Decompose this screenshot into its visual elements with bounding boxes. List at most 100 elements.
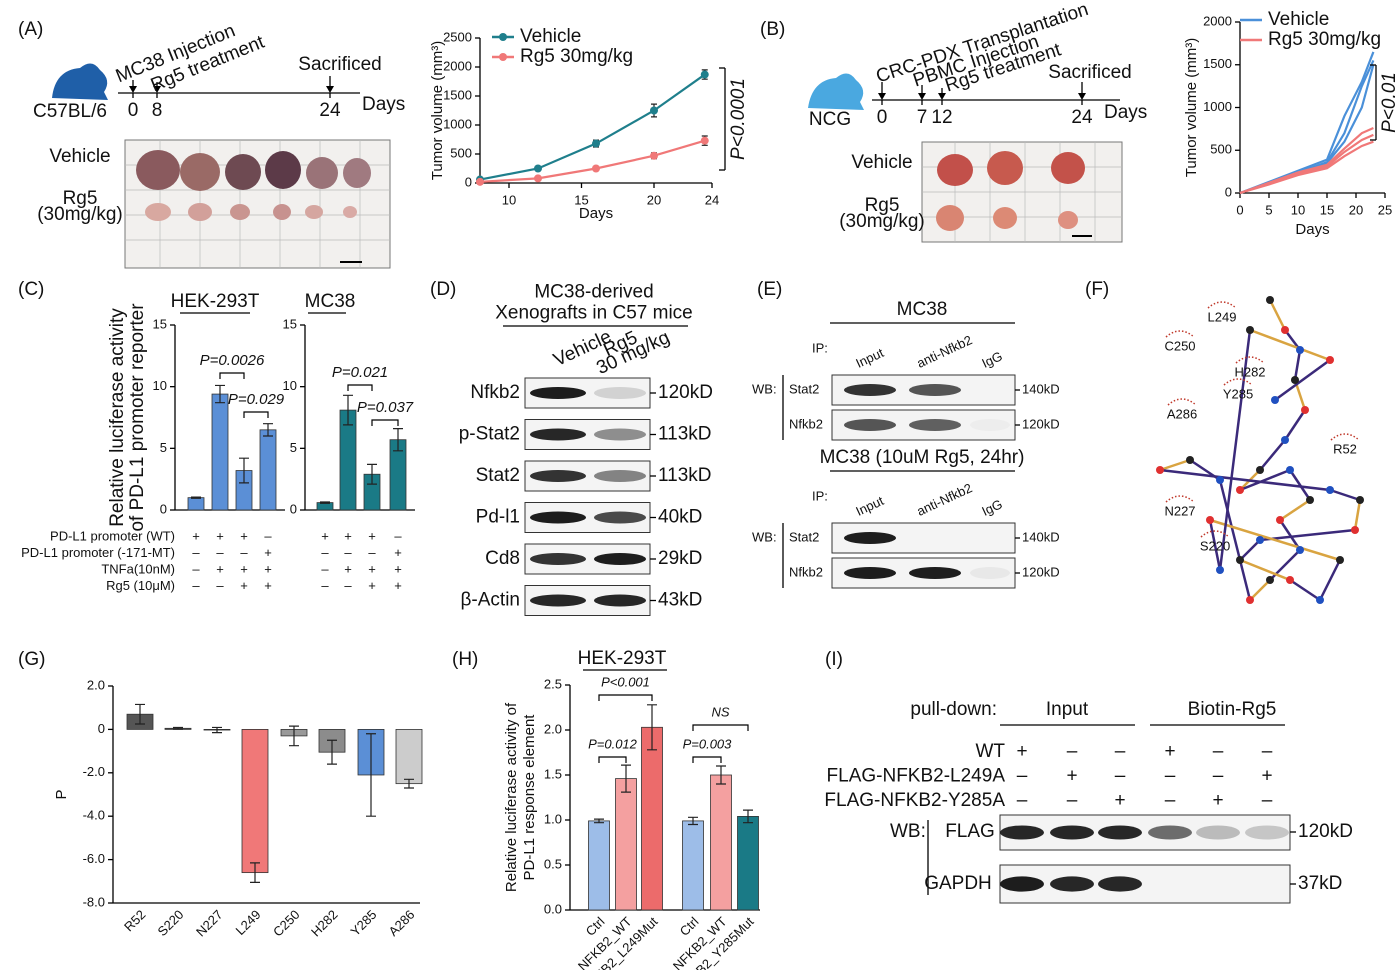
panel-label: (E) — [757, 279, 782, 300]
blot-row-label: Nfkb2 — [789, 564, 823, 579]
group-label: Input — [1046, 699, 1089, 720]
bond — [1269, 549, 1301, 581]
atom — [1356, 496, 1364, 504]
error-bar — [173, 726, 183, 730]
bond — [1274, 358, 1331, 402]
y-tick-label: 10 — [283, 378, 297, 393]
pull-down-label: pull-down: — [910, 699, 997, 720]
condition-sign: – — [216, 545, 224, 560]
bond — [1283, 409, 1307, 441]
atom — [1286, 576, 1294, 584]
point — [534, 174, 542, 183]
point — [592, 164, 600, 173]
lane-label: IgG — [979, 496, 1004, 518]
condition-sign: + — [240, 561, 248, 576]
contact-arc — [1223, 378, 1253, 386]
series-line — [1239, 127, 1374, 195]
blot — [999, 814, 1291, 851]
day-label: 12 — [931, 107, 952, 128]
condition-sign: + — [344, 561, 352, 576]
band — [970, 567, 1010, 579]
atom — [1351, 526, 1359, 534]
band — [909, 567, 961, 579]
lane-label: Input — [853, 493, 886, 519]
atom — [1266, 576, 1274, 584]
point — [534, 164, 542, 173]
band — [844, 384, 896, 396]
y-tick-label: 1500 — [1203, 56, 1232, 71]
y-axis-label: Tumor volume (mm³) — [429, 41, 446, 180]
error-bar — [250, 862, 260, 883]
bond — [1259, 439, 1286, 471]
y-tick-label: 0 — [465, 174, 472, 189]
blot-title: MC38 — [897, 299, 948, 320]
condition-sign: – — [321, 545, 329, 560]
error-bar — [135, 703, 145, 725]
condition-sign: – — [1067, 741, 1078, 762]
event-label: Sacrificed — [1048, 62, 1131, 83]
bond — [1239, 468, 1291, 492]
p-value: P=0.0026 — [200, 352, 265, 369]
bar — [615, 778, 637, 911]
blot-row-label: Nfkb2 — [470, 382, 520, 403]
bond — [1159, 458, 1191, 472]
bar — [395, 729, 423, 785]
atom — [1256, 466, 1264, 474]
y-tick-label: 1.5 — [544, 766, 562, 781]
x-tick-label: A286 — [385, 907, 417, 939]
size-label: 120kD — [1022, 564, 1060, 579]
error-bar — [263, 423, 273, 437]
point — [592, 139, 600, 148]
bracket — [371, 419, 399, 426]
y-axis-label: Relative luciferase activity of — [503, 702, 520, 892]
panel-label: (G) — [18, 649, 45, 670]
day-label: 0 — [877, 107, 888, 128]
atom — [1186, 456, 1194, 464]
bar — [241, 729, 269, 874]
bond — [1218, 479, 1252, 601]
band — [594, 387, 646, 399]
wb-label: WB: — [890, 821, 926, 842]
condition-sign: + — [1114, 790, 1125, 811]
y-tick-label: -4.0 — [83, 808, 105, 823]
bond — [1209, 518, 1341, 562]
bar — [682, 820, 704, 911]
condition-sign: + — [321, 528, 329, 543]
atom — [1246, 326, 1254, 334]
band — [909, 384, 961, 396]
bond — [1249, 328, 1331, 362]
bar — [187, 497, 205, 511]
y-tick-label: 0.5 — [544, 856, 562, 871]
error-bar — [404, 778, 414, 789]
point — [476, 177, 484, 186]
condition-label: WT — [975, 741, 1005, 762]
group-title: HEK-293T — [171, 291, 260, 312]
band — [1098, 876, 1142, 892]
band — [594, 511, 646, 524]
arrow-head — [1078, 93, 1086, 100]
residue-label: Y285 — [1223, 386, 1253, 401]
y-tick-label: 10 — [153, 378, 167, 393]
y-tick-label: 1000 — [1203, 99, 1232, 114]
atom — [1246, 596, 1254, 604]
x-tick-label: R52 — [121, 907, 148, 934]
p-value: P<0.001 — [601, 674, 650, 689]
bond — [1278, 519, 1302, 551]
condition-sign: – — [1213, 741, 1224, 762]
p-value: P=0.021 — [332, 364, 388, 381]
photo-row-label: (30mg/kg) — [839, 211, 925, 232]
point — [700, 136, 709, 145]
p-value: P=0.012 — [588, 736, 638, 751]
condition-sign: + — [344, 528, 352, 543]
error-bar — [215, 384, 225, 404]
panel-label: (C) — [18, 279, 44, 300]
condition-label: PD-L1 promoter (WT) — [50, 528, 175, 543]
bracket — [598, 694, 653, 701]
bracket — [692, 724, 749, 731]
blot-row-label: Stat2 — [789, 381, 819, 396]
bond — [1279, 498, 1311, 522]
condition-label: FLAG-NFKB2-L249A — [827, 766, 1006, 787]
condition-sign: + — [1016, 741, 1027, 762]
condition-sign: – — [192, 545, 200, 560]
residue-label: H282 — [1234, 364, 1265, 379]
